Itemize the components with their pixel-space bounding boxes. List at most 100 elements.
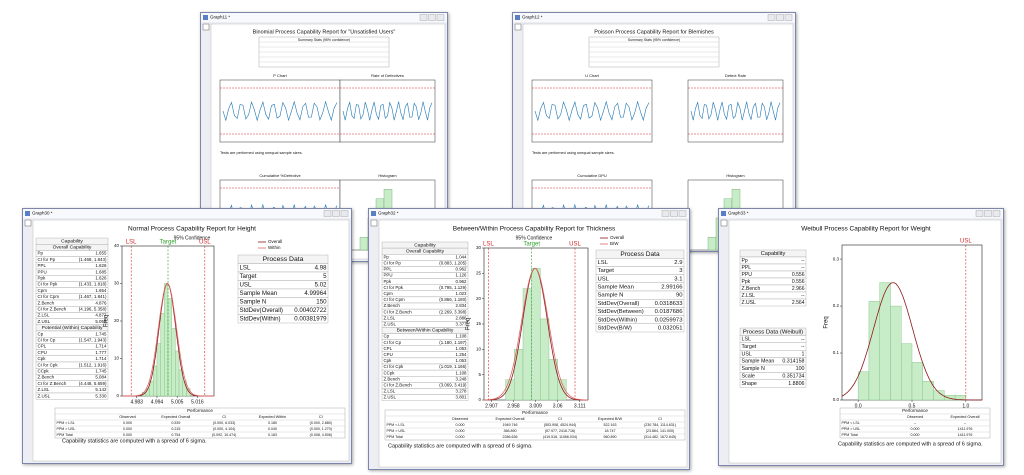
spec-label: LSL — [483, 242, 494, 248]
cell: (0.008, 4.506) — [310, 433, 332, 437]
row-label: Z.LSL — [38, 313, 50, 318]
close-button[interactable] — [992, 210, 1001, 217]
row-label: Cpm — [384, 291, 394, 296]
row-label: PPU — [742, 272, 753, 278]
row-label: Target — [598, 268, 615, 274]
row-label: CI for Cp — [38, 337, 56, 342]
row-value: 1.254 — [456, 352, 468, 357]
window-title: Graph11 * — [210, 15, 230, 20]
close-button[interactable] — [436, 14, 445, 21]
row-label: Z.USL — [742, 300, 756, 306]
x-tick-label: 5.016 — [191, 399, 204, 405]
maximize-button[interactable] — [428, 14, 436, 21]
column-header: Observed — [119, 415, 135, 419]
confidence: 95% Confidence — [516, 235, 553, 241]
close-button[interactable] — [340, 210, 349, 217]
decor-series — [222, 100, 338, 122]
row-value: (1.019, 1.166) — [439, 364, 467, 369]
row-label: PPL — [742, 265, 752, 271]
histogram-bar — [160, 313, 165, 397]
cell: 560.890 — [604, 435, 617, 439]
y-tick-label: 25 — [476, 271, 482, 276]
table-header: Potential (Within) Capability — [42, 325, 103, 331]
note: Tests are performed using unequal sample… — [532, 151, 615, 155]
row-value: 1.777 — [95, 350, 107, 355]
row-label: Cpk — [38, 356, 47, 361]
minimize-button[interactable] — [419, 14, 428, 21]
title-bar — [201, 13, 447, 22]
histogram-bar — [857, 371, 870, 401]
confidence: 95% Confidence — [174, 235, 211, 241]
row-label: PPM < LSL — [387, 423, 405, 427]
row-label: Ppk — [742, 279, 751, 285]
spec-label: USL — [199, 240, 211, 246]
row-value: 0.0318633 — [655, 301, 684, 307]
close-button[interactable] — [784, 14, 793, 21]
histogram-bar — [901, 343, 913, 401]
table-header: Process Data (Weibull) — [743, 329, 803, 335]
row-label: StdDev(B/W) — [598, 325, 632, 331]
row-value: 5.02 — [315, 281, 327, 288]
minimize-button[interactable] — [975, 210, 984, 217]
row-label: PPU — [38, 269, 47, 274]
maximize-button[interactable] — [670, 210, 678, 217]
maximize-button[interactable] — [776, 14, 784, 21]
decor-bar — [707, 236, 717, 251]
row-value: 1.714 — [95, 344, 107, 349]
app-icon — [203, 15, 208, 20]
cell: (0.000, 6.033) — [213, 421, 235, 425]
row-value: 100 — [796, 366, 805, 372]
close-button[interactable] — [678, 210, 687, 217]
y-axis-label: Freq — [824, 316, 830, 328]
report-title: Binomial Process Capability Report for "… — [253, 29, 396, 35]
maximize-button[interactable] — [332, 210, 340, 217]
row-label: PPM < LSL — [57, 421, 75, 425]
app-icon — [721, 211, 726, 216]
row-label: CI for Cpk — [38, 362, 59, 367]
row-label: Shape — [742, 381, 757, 387]
decor-series — [534, 100, 650, 122]
row-label: PPM > USL — [57, 427, 76, 431]
row-label: Ppk — [38, 275, 46, 280]
row-label: Z.USL — [38, 319, 51, 324]
cell: (0.000, 2.880) — [310, 421, 332, 425]
footnote: Capability statistics are computed with … — [838, 441, 983, 447]
row-value: 1 — [802, 351, 805, 357]
minimize-button[interactable] — [323, 210, 332, 217]
row-value: 1.685 — [95, 269, 107, 274]
fit-curve — [122, 283, 214, 397]
column-header: Expected Within — [259, 415, 286, 419]
cell: 0.183 — [268, 433, 277, 437]
row-label: CPL — [384, 346, 393, 351]
row-label: StdDev(Within) — [240, 315, 281, 322]
row-value: -- — [801, 344, 805, 350]
row-label: Z.Bench — [384, 303, 401, 308]
x-tick-label: 3.111 — [574, 403, 586, 409]
row-label: CI for Z.Bench — [38, 381, 67, 386]
row-value: 0.00381979 — [294, 315, 327, 322]
row-label: Z.USL — [38, 393, 51, 398]
cell: -- — [914, 421, 917, 425]
column-header: Expected B/W — [598, 417, 622, 421]
table-header: Capability — [761, 251, 786, 257]
row-label: Z.LSL — [384, 315, 396, 320]
minimize-button[interactable] — [661, 210, 670, 217]
minimize-button[interactable] — [767, 14, 776, 21]
row-value: 4.98 — [315, 264, 327, 271]
row-value: (0.866, 1.180) — [439, 297, 467, 302]
row-value: 2.564 — [792, 300, 805, 306]
layer-icon — [24, 219, 32, 227]
row-label: CI for Ppk — [384, 285, 404, 290]
report-title: Normal Process Capability Report for Hei… — [128, 226, 256, 233]
maximize-button[interactable] — [984, 210, 992, 217]
row-label: Target — [742, 344, 757, 350]
row-value: (1.467, 1.841) — [79, 294, 107, 299]
table-cell — [595, 258, 685, 267]
cell: 0.180 — [268, 421, 277, 425]
row-label: CI for Ppk — [38, 282, 59, 287]
y-tick-label: 40 — [114, 243, 120, 248]
row-value: (2.269, 3.398) — [439, 309, 467, 314]
cell: (0.000, 1.270) — [310, 427, 332, 431]
histogram-bar — [153, 365, 158, 397]
